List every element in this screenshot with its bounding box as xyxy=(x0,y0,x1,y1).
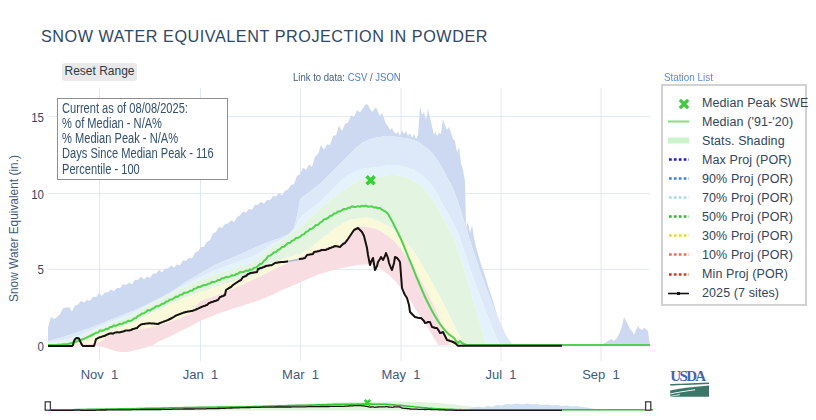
svg-text:USDA: USDA xyxy=(670,368,706,384)
